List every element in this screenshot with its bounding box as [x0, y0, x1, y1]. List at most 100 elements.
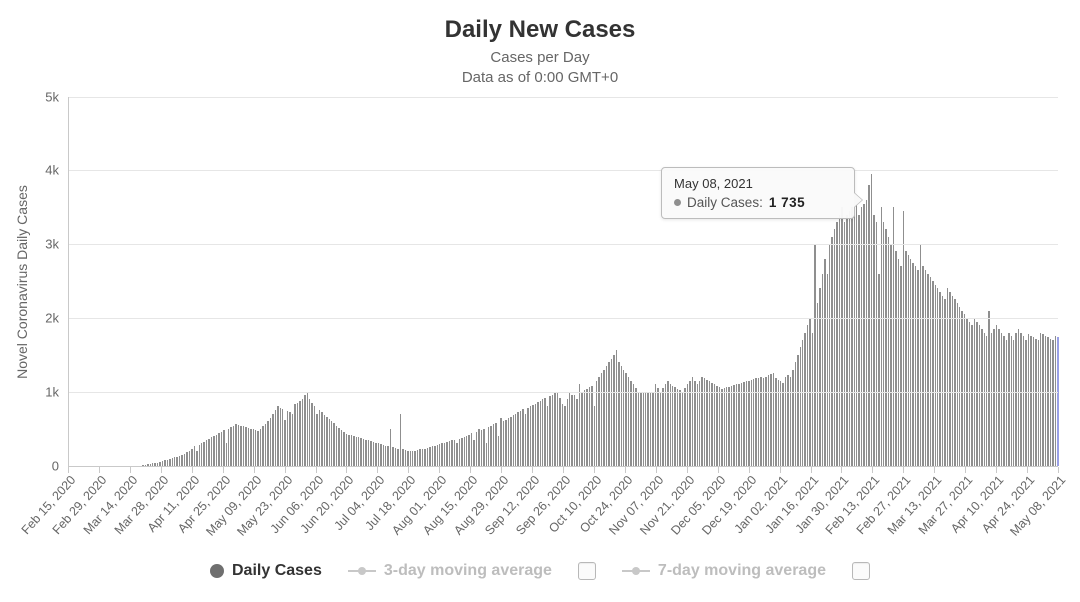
bar[interactable] [476, 432, 477, 466]
bar[interactable] [645, 392, 646, 466]
bar[interactable] [547, 406, 548, 465]
bar[interactable] [1028, 334, 1029, 465]
bar[interactable] [513, 415, 514, 465]
bar[interactable] [1006, 340, 1007, 465]
bar[interactable] [424, 449, 425, 465]
bar[interactable] [819, 288, 820, 465]
bar[interactable] [265, 424, 266, 465]
bar[interactable] [782, 383, 783, 466]
bar[interactable] [196, 451, 197, 466]
bar[interactable] [905, 251, 906, 465]
bar[interactable] [746, 381, 747, 465]
bar[interactable] [1030, 336, 1031, 466]
bar[interactable] [976, 322, 977, 466]
bar[interactable] [807, 325, 808, 465]
bar[interactable] [189, 451, 190, 466]
bar[interactable] [414, 451, 415, 466]
bar[interactable] [1042, 334, 1043, 465]
bar[interactable] [780, 381, 781, 465]
bar[interactable] [473, 440, 474, 465]
bar[interactable] [812, 333, 813, 466]
bar[interactable] [284, 420, 285, 466]
bar[interactable] [520, 411, 521, 466]
bar[interactable] [738, 384, 739, 466]
bar[interactable] [319, 410, 320, 465]
bar[interactable] [1033, 337, 1034, 465]
bar[interactable] [854, 204, 855, 466]
bar[interactable] [343, 432, 344, 465]
bar[interactable] [154, 463, 155, 466]
bar[interactable] [674, 387, 675, 465]
bar[interactable] [549, 396, 550, 465]
bar[interactable] [971, 325, 972, 465]
bar[interactable] [586, 389, 587, 466]
bar[interactable] [927, 274, 928, 466]
bar[interactable] [1040, 333, 1041, 466]
bar[interactable] [638, 392, 639, 466]
bar[interactable] [360, 438, 361, 465]
bar[interactable] [203, 442, 204, 466]
bar[interactable] [986, 336, 987, 465]
bar[interactable] [1057, 337, 1058, 465]
bar[interactable] [240, 426, 241, 466]
bar[interactable] [991, 333, 992, 466]
bar[interactable] [714, 384, 715, 465]
bar[interactable] [598, 377, 599, 466]
bar[interactable] [324, 415, 325, 466]
bar[interactable] [167, 460, 168, 466]
bar[interactable] [299, 401, 300, 465]
bar[interactable] [984, 333, 985, 466]
bar[interactable] [581, 392, 582, 466]
bar[interactable] [478, 429, 479, 466]
bar[interactable] [584, 390, 585, 465]
bar[interactable] [557, 392, 558, 466]
bar[interactable] [488, 427, 489, 465]
bar[interactable] [311, 403, 312, 466]
bar[interactable] [427, 448, 428, 466]
bar[interactable] [866, 200, 867, 466]
legend-item[interactable]: 7-day moving average [622, 562, 826, 580]
bar[interactable] [628, 377, 629, 466]
bar[interactable] [640, 392, 641, 466]
bar[interactable] [272, 414, 273, 466]
bar[interactable] [571, 395, 572, 465]
bar[interactable] [370, 441, 371, 465]
bar[interactable] [611, 359, 612, 466]
bar[interactable] [760, 377, 761, 466]
bar[interactable] [351, 435, 352, 465]
bar[interactable] [390, 429, 391, 466]
bar[interactable] [348, 435, 349, 466]
bar[interactable] [851, 207, 852, 465]
bar[interactable] [159, 462, 160, 466]
bar[interactable] [294, 404, 295, 465]
bar[interactable] [559, 398, 560, 466]
bar[interactable] [145, 465, 146, 466]
bar[interactable] [410, 451, 411, 465]
bar[interactable] [829, 244, 830, 465]
bar[interactable] [552, 395, 553, 466]
bar[interactable] [1003, 336, 1004, 465]
bar[interactable] [988, 311, 989, 466]
bar[interactable] [235, 424, 236, 465]
bar[interactable] [589, 387, 590, 465]
bar[interactable] [422, 449, 423, 466]
bar[interactable] [662, 388, 663, 465]
bar[interactable] [530, 406, 531, 465]
bar[interactable] [500, 418, 501, 466]
bar[interactable] [900, 266, 901, 465]
bar[interactable] [731, 386, 732, 466]
bar[interactable] [304, 395, 305, 465]
bar[interactable] [365, 440, 366, 466]
bar[interactable] [1023, 336, 1024, 465]
bar[interactable] [471, 433, 472, 465]
bar[interactable] [375, 443, 376, 466]
bar[interactable] [223, 430, 224, 465]
bar[interactable] [910, 259, 911, 466]
bar[interactable] [373, 442, 374, 466]
bar[interactable] [1011, 336, 1012, 465]
bar[interactable] [199, 445, 200, 466]
bar[interactable] [878, 274, 879, 466]
bar[interactable] [157, 463, 158, 466]
bar[interactable] [846, 215, 847, 466]
bar[interactable] [338, 428, 339, 466]
